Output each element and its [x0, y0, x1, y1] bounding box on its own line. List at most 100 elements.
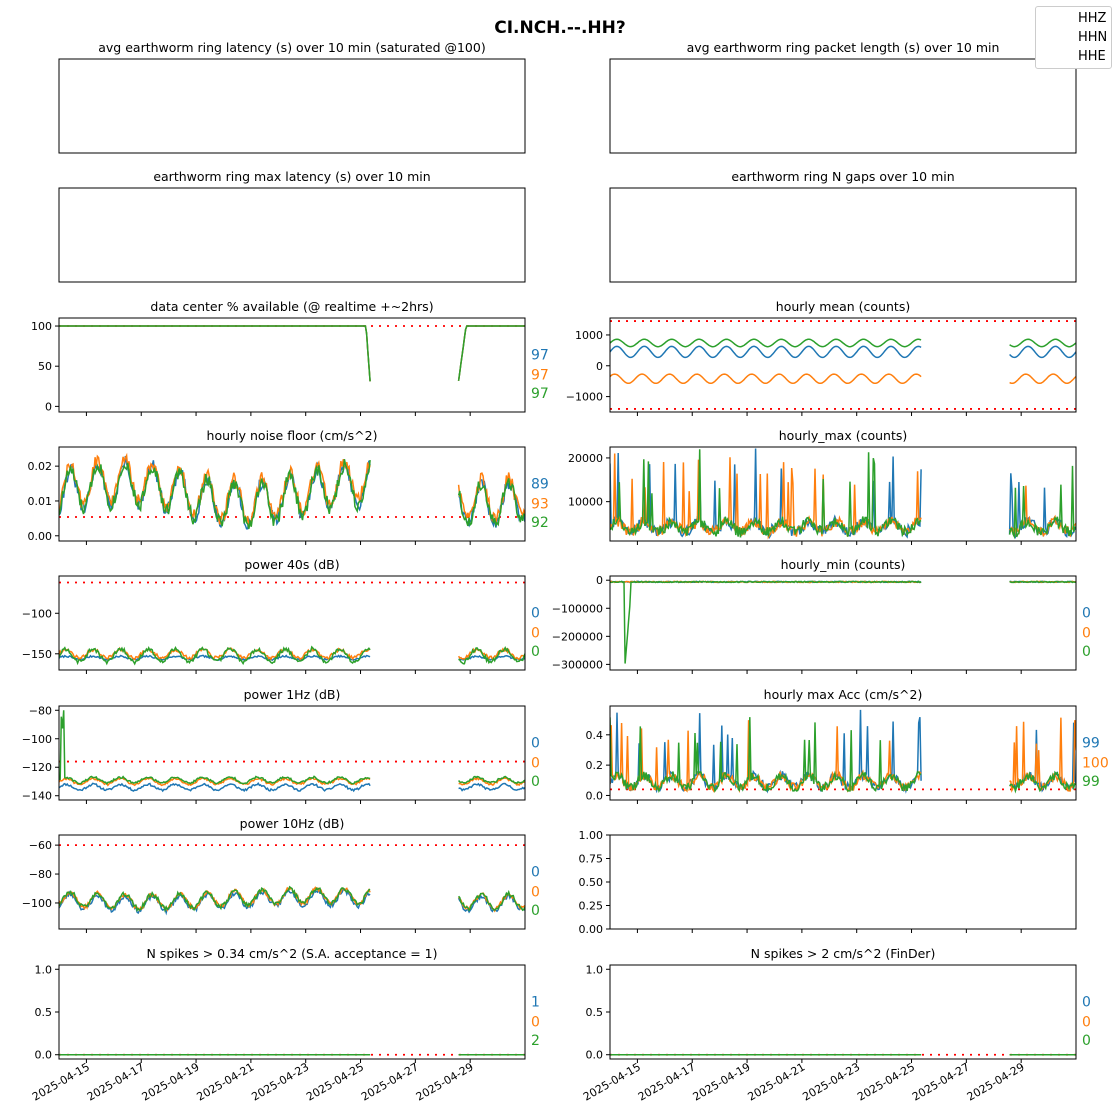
y-tick-label-spk2: 0.5	[586, 1006, 604, 1019]
panel-title-p10: power 10Hz (dB)	[240, 816, 345, 831]
y-tick-label-hmin: −100000	[552, 602, 603, 615]
figure-title: CI.NCH.--.HH?	[494, 18, 626, 38]
x-tick-label-spk2: 2025-04-23	[800, 1060, 862, 1103]
stat-label-p10-HHE: 0	[531, 903, 540, 919]
x-tick-label-spk1: 2025-04-21	[195, 1060, 257, 1103]
y-tick-label-hmax: 20000	[568, 452, 603, 465]
panel-title-avail: data center % available (@ realtime +~2h…	[150, 299, 433, 314]
panel-p40: power 40s (dB) −150 −100 0 0 0	[22, 557, 540, 674]
y-tick-label-spk1: 0.0	[35, 1049, 53, 1062]
series-line-acc-HHE	[610, 717, 1076, 794]
stat-label-noise-HHN: 93	[531, 496, 549, 512]
x-tick-label-spk2: 2025-04-17	[636, 1060, 698, 1103]
panel-title-noise: hourly noise floor (cm/s^2)	[207, 428, 378, 443]
y-tick-label-acc: 0.2	[586, 759, 604, 772]
y-tick-label-acc: 0.0	[586, 789, 604, 802]
x-tick-label-spk2: 2025-04-15	[581, 1060, 643, 1103]
axes-frame-p10	[58, 834, 526, 930]
series-line-mean-HHE	[610, 338, 1076, 348]
y-tick-label-noise: 0.02	[28, 460, 53, 473]
stat-label-acc-HHE: 99	[1082, 774, 1100, 790]
stat-label-spk2-HHE: 0	[1082, 1033, 1091, 1049]
y-tick-label-p40: −100	[22, 607, 52, 620]
panel-title-p40: power 40s (dB)	[244, 557, 339, 572]
panel-p10: power 10Hz (dB) −100 −80 −60 0 0 0	[22, 816, 540, 933]
panel-blank: 0.00 0.25 0.50 0.75 1.00	[579, 829, 1077, 936]
series-line-p1-HHE	[59, 710, 525, 786]
stat-label-acc-HHZ: 99	[1082, 736, 1100, 752]
y-tick-label-hmin: −200000	[552, 630, 603, 643]
panel-avail: data center % available (@ realtime +~2h…	[31, 299, 549, 416]
x-tick-label-spk1: 2025-04-19	[140, 1060, 202, 1103]
y-tick-label-p1: −100	[22, 733, 52, 746]
series-line-avail-HHZ	[59, 325, 525, 382]
y-tick-label-avail: 0	[45, 400, 52, 413]
x-tick-label-spk2: 2025-04-27	[910, 1060, 972, 1103]
x-tick-label-spk1: 2025-04-27	[359, 1060, 421, 1103]
stat-label-p10-HHZ: 0	[531, 865, 540, 881]
axes-frame-hmin	[609, 575, 1077, 671]
stat-label-p40-HHN: 0	[531, 625, 540, 641]
x-tick-label-spk1: 2025-04-29	[414, 1060, 476, 1103]
series-line-avail-HHN	[59, 325, 525, 382]
y-tick-label-p10: −60	[29, 839, 52, 852]
axes-frame-spk1	[58, 964, 526, 1060]
panel-title-hmin: hourly_min (counts)	[781, 557, 906, 572]
y-tick-label-avail: 50	[38, 360, 52, 373]
y-tick-label-spk2: 1.0	[586, 963, 604, 976]
y-tick-label-mean: −1000	[566, 391, 603, 404]
stat-label-spk2-HHZ: 0	[1082, 995, 1091, 1011]
series-line-p10-HHE	[59, 885, 525, 913]
y-tick-label-p1: −120	[22, 761, 52, 774]
series-line-hmax-HHN	[610, 453, 1076, 540]
legend-entry-hhn: HHN	[1078, 30, 1108, 45]
y-tick-label-blank: 0.75	[579, 853, 604, 866]
panel-title-spk2: N spikes > 2 cm/s^2 (FinDer)	[751, 946, 936, 961]
axes-frame-avail	[58, 317, 526, 413]
y-tick-label-acc: 0.4	[586, 729, 604, 742]
stat-label-p40-HHZ: 0	[531, 606, 540, 622]
y-tick-label-p10: −100	[22, 897, 52, 910]
axes-frame-hmax	[609, 446, 1077, 542]
panel-ngaps: earthworm ring N gaps over 10 min	[609, 169, 1077, 283]
stat-label-acc-HHN: 100	[1082, 755, 1109, 771]
panel-title-p1: power 1Hz (dB)	[244, 687, 341, 702]
panel-hmin: hourly_min (counts) −300000 −200000 −100000…	[552, 557, 1091, 674]
panel-maxlat: earthworm ring max latency (s) over 10 m…	[58, 169, 526, 283]
series-line-p40-HHN	[59, 646, 525, 661]
series-line-avail-HHE	[59, 325, 525, 382]
y-tick-label-spk1: 1.0	[35, 963, 53, 976]
stat-label-hmin-HHZ: 0	[1082, 606, 1091, 622]
stat-label-spk1-HHE: 2	[531, 1033, 540, 1049]
panel-title-hmax: hourly_max (counts)	[779, 428, 908, 443]
stat-label-avail-HHE: 97	[531, 386, 549, 402]
y-tick-label-spk2: 0.0	[586, 1049, 604, 1062]
panel-hmax: hourly_max (counts) 10000 20000	[568, 428, 1077, 545]
y-tick-label-hmax: 10000	[568, 496, 603, 509]
stat-label-spk1-HHZ: 1	[531, 995, 540, 1011]
stat-label-p1-HHZ: 0	[531, 736, 540, 752]
x-tick-label-spk2: 2025-04-29	[965, 1060, 1027, 1103]
series-line-p10-HHZ	[59, 888, 525, 916]
panel-latency: avg earthworm ring latency (s) over 10 m…	[58, 40, 526, 154]
legend: HHZ HHN HHE	[1035, 6, 1112, 69]
panel-title-mean: hourly mean (counts)	[776, 299, 910, 314]
axes-frame-blank	[609, 834, 1077, 930]
panel-title-spk1: N spikes > 0.34 cm/s^2 (S.A. acceptance …	[146, 946, 437, 961]
axes-frame-p1	[58, 705, 526, 801]
y-tick-label-mean: 1000	[575, 329, 603, 342]
stat-label-p1-HHN: 0	[531, 755, 540, 771]
panel-title-maxlat: earthworm ring max latency (s) over 10 m…	[153, 169, 430, 184]
stat-label-spk2-HHN: 0	[1082, 1014, 1091, 1030]
stat-label-avail-HHN: 97	[531, 367, 549, 383]
panel-title-packet: avg earthworm ring packet length (s) ove…	[687, 40, 1000, 55]
x-tick-label-spk1: 2025-04-23	[249, 1060, 311, 1103]
panel-acc: hourly max Acc (cm/s^2) 0.0 0.2 0.4 99 100 99	[586, 687, 1109, 804]
x-tick-label-spk1: 2025-04-17	[85, 1060, 147, 1103]
axes-frame-acc	[609, 705, 1077, 801]
series-line-p1-HHZ	[59, 781, 525, 793]
axes-frame-packet	[609, 58, 1077, 154]
axes-frame-maxlat	[58, 187, 526, 283]
series-line-mean-HHZ	[610, 345, 1076, 359]
